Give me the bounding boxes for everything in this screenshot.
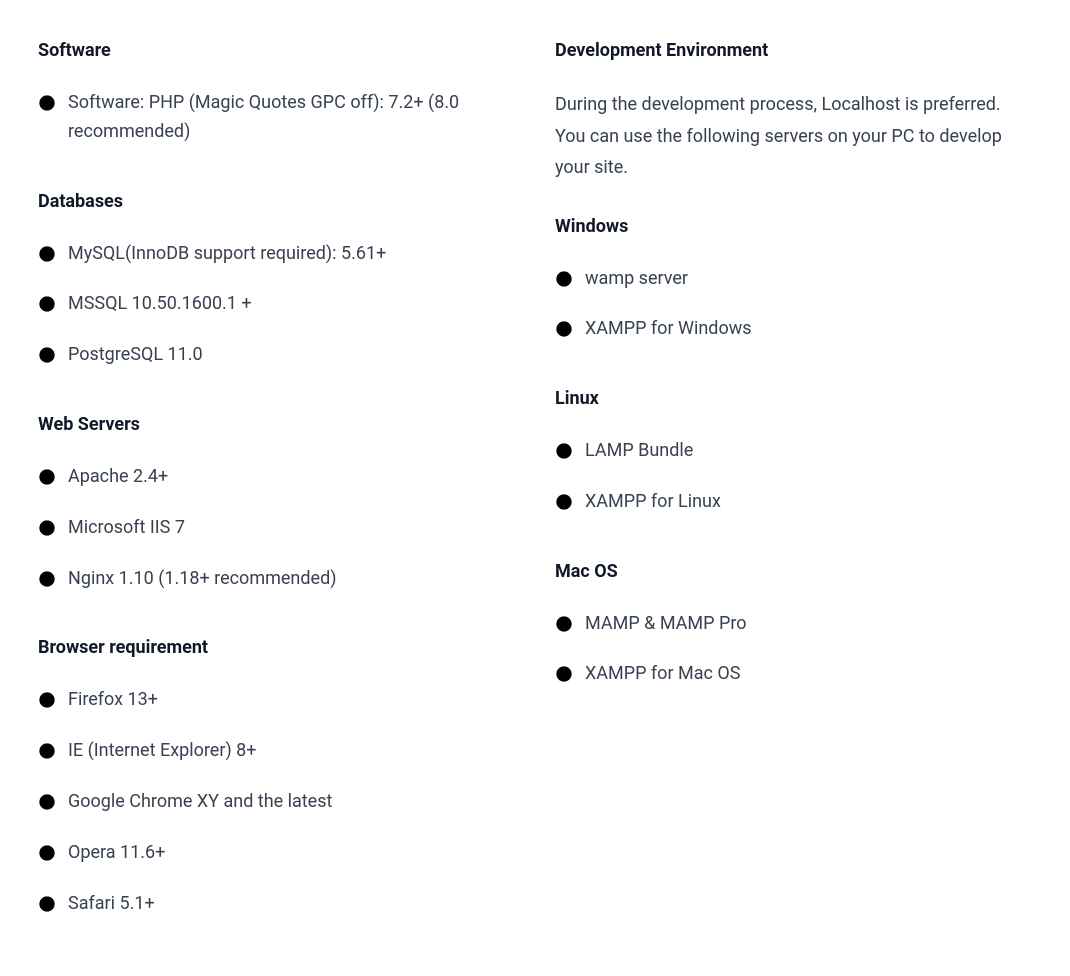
list-item: PostgreSQL 11.0 — [38, 341, 515, 370]
check-icon — [38, 295, 56, 313]
item-text: LAMP Bundle — [585, 437, 1032, 466]
webservers-list: Apache 2.4+ Microsoft IIS 7 Nginx 1.10 (… — [38, 463, 515, 593]
check-icon — [555, 615, 573, 633]
check-icon — [38, 245, 56, 263]
item-text: Safari 5.1+ — [68, 890, 515, 919]
list-item: MSSQL 10.50.1600.1 + — [38, 290, 515, 319]
list-item: Opera 11.6+ — [38, 839, 515, 868]
check-icon — [555, 665, 573, 683]
check-icon — [38, 570, 56, 588]
linux-list: LAMP Bundle XAMPP for Linux — [555, 437, 1032, 517]
item-text: Firefox 13+ — [68, 686, 515, 715]
check-icon — [38, 519, 56, 537]
windows-list: wamp server XAMPP for Windows — [555, 265, 1032, 345]
browser-heading: Browser requirement — [38, 637, 515, 658]
check-icon — [38, 468, 56, 486]
list-item: Nginx 1.10 (1.18+ recommended) — [38, 565, 515, 594]
check-icon — [38, 691, 56, 709]
list-item: Google Chrome XY and the latest — [38, 788, 515, 817]
software-list: Software: PHP (Magic Quotes GPC off): 7.… — [38, 89, 515, 147]
windows-heading: Windows — [555, 216, 1032, 237]
databases-heading: Databases — [38, 191, 515, 212]
item-text: XAMPP for Mac OS — [585, 660, 1032, 689]
browser-list: Firefox 13+ IE (Internet Explorer) 8+ Go… — [38, 686, 515, 918]
check-icon — [38, 844, 56, 862]
dev-env-heading: Development Environment — [555, 40, 1032, 61]
item-text: Opera 11.6+ — [68, 839, 515, 868]
check-icon — [38, 346, 56, 364]
list-item: XAMPP for Windows — [555, 315, 1032, 344]
right-column: Development Environment During the devel… — [555, 40, 1032, 918]
left-column: Software Software: PHP (Magic Quotes GPC… — [38, 40, 515, 918]
item-text: Apache 2.4+ — [68, 463, 515, 492]
check-icon — [555, 442, 573, 460]
list-item: MAMP & MAMP Pro — [555, 610, 1032, 639]
list-item: Safari 5.1+ — [38, 890, 515, 919]
list-item: Microsoft IIS 7 — [38, 514, 515, 543]
item-text: MSSQL 10.50.1600.1 + — [68, 290, 515, 319]
item-text: MAMP & MAMP Pro — [585, 610, 1032, 639]
check-icon — [38, 742, 56, 760]
item-text: IE (Internet Explorer) 8+ — [68, 737, 515, 766]
item-text: Software: PHP (Magic Quotes GPC off): 7.… — [68, 89, 515, 147]
list-item: XAMPP for Mac OS — [555, 660, 1032, 689]
macos-list: MAMP & MAMP Pro XAMPP for Mac OS — [555, 610, 1032, 690]
item-text: Microsoft IIS 7 — [68, 514, 515, 543]
list-item: MySQL(InnoDB support required): 5.61+ — [38, 240, 515, 269]
macos-heading: Mac OS — [555, 561, 1032, 582]
linux-heading: Linux — [555, 388, 1032, 409]
check-icon — [38, 94, 56, 112]
item-text: PostgreSQL 11.0 — [68, 341, 515, 370]
item-text: Nginx 1.10 (1.18+ recommended) — [68, 565, 515, 594]
list-item: wamp server — [555, 265, 1032, 294]
item-text: XAMPP for Linux — [585, 488, 1032, 517]
check-icon — [555, 270, 573, 288]
software-heading: Software — [38, 40, 515, 61]
databases-list: MySQL(InnoDB support required): 5.61+ MS… — [38, 240, 515, 370]
webservers-heading: Web Servers — [38, 414, 515, 435]
check-icon — [38, 895, 56, 913]
check-icon — [38, 793, 56, 811]
item-text: wamp server — [585, 265, 1032, 294]
list-item: IE (Internet Explorer) 8+ — [38, 737, 515, 766]
item-text: XAMPP for Windows — [585, 315, 1032, 344]
check-icon — [555, 320, 573, 338]
dev-env-intro: During the development process, Localhos… — [555, 89, 1032, 184]
list-item: XAMPP for Linux — [555, 488, 1032, 517]
check-icon — [555, 493, 573, 511]
list-item: Firefox 13+ — [38, 686, 515, 715]
item-text: Google Chrome XY and the latest — [68, 788, 515, 817]
list-item: Software: PHP (Magic Quotes GPC off): 7.… — [38, 89, 515, 147]
list-item: LAMP Bundle — [555, 437, 1032, 466]
item-text: MySQL(InnoDB support required): 5.61+ — [68, 240, 515, 269]
list-item: Apache 2.4+ — [38, 463, 515, 492]
